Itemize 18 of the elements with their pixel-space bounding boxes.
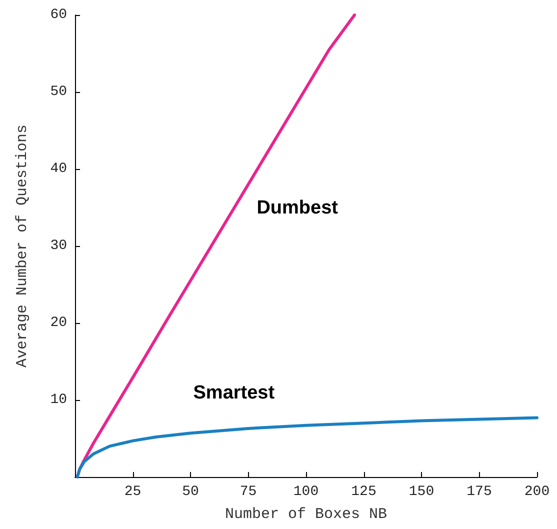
series-label: Smartest: [193, 382, 276, 404]
x-tick-label: 50: [182, 484, 199, 500]
x-tick-label: 75: [240, 484, 257, 500]
x-tick-label: 100: [293, 484, 319, 500]
x-tick-label: 25: [124, 484, 142, 500]
x-tick-label: 150: [408, 484, 434, 500]
x-axis-title: Number of Boxes NB: [224, 506, 388, 523]
y-tick-label: 20: [50, 315, 67, 331]
y-axis-title: Average Number of Questions: [14, 124, 31, 368]
y-tick-label: 60: [50, 7, 67, 23]
y-tick-label: 50: [50, 84, 67, 100]
y-tick-label: 30: [50, 238, 67, 254]
x-tick-label: 125: [351, 484, 376, 500]
x-tick-label: 175: [466, 484, 492, 500]
series-label: Dumbest: [256, 198, 339, 219]
y-tick-label: 40: [50, 161, 67, 177]
x-tick-label: 200: [524, 484, 550, 500]
y-tick-label: 10: [50, 392, 67, 408]
